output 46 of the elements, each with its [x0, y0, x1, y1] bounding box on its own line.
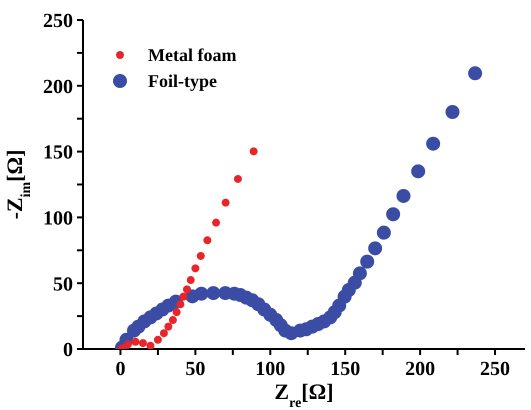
- point: [222, 198, 230, 207]
- y-tick-label: 0: [63, 339, 73, 362]
- point: [124, 340, 132, 348]
- point: [396, 188, 410, 203]
- point: [468, 66, 482, 80]
- y-tick-label: 250: [43, 10, 73, 32]
- point: [234, 174, 242, 183]
- y-tick-label: 100: [43, 208, 73, 230]
- point: [182, 285, 191, 294]
- point: [164, 322, 172, 331]
- point: [179, 292, 188, 301]
- point: [146, 342, 154, 349]
- point: [376, 226, 391, 240]
- legend-label: Metal foam: [148, 44, 236, 67]
- y-tick-label: 150: [43, 142, 73, 164]
- point: [426, 136, 440, 151]
- point: [203, 236, 212, 244]
- point: [196, 252, 205, 260]
- point: [368, 241, 382, 256]
- x-tick-label: 200: [405, 358, 436, 380]
- point: [172, 308, 181, 316]
- point: [360, 254, 374, 269]
- y-tick-label: 50: [53, 273, 73, 296]
- point: [411, 164, 426, 178]
- legend-label: Foil-type: [148, 70, 217, 93]
- point: [154, 336, 162, 344]
- point: [386, 207, 400, 222]
- y-tick-label: 200: [43, 76, 73, 98]
- x-tick-label: 150: [330, 358, 360, 380]
- x-tick-label: 100: [255, 358, 286, 380]
- point: [206, 286, 220, 300]
- point: [212, 218, 220, 227]
- point: [445, 104, 460, 119]
- point: [191, 264, 200, 272]
- x-tick-label: 0: [115, 358, 126, 380]
- point: [131, 338, 140, 346]
- point: [160, 329, 168, 338]
- point: [194, 286, 208, 301]
- point: [250, 147, 258, 156]
- x-axis-title: Z$_{re}$[Ω]: [274, 379, 334, 410]
- point: [138, 339, 147, 348]
- x-tick-label: 250: [480, 358, 510, 380]
- x-tick-label: 50: [185, 358, 206, 380]
- point: [352, 266, 367, 280]
- point: [168, 316, 177, 324]
- point: [186, 276, 195, 284]
